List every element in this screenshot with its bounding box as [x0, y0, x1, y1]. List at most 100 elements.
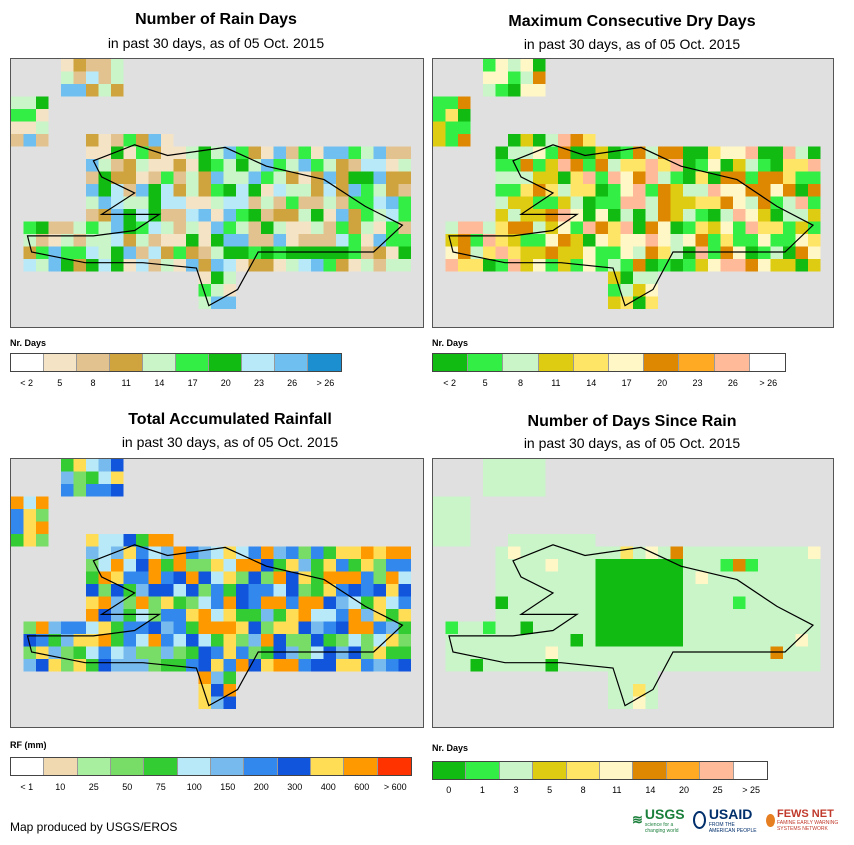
grid-cell: [483, 459, 496, 472]
grid-cell: [223, 646, 236, 659]
grid-cell: [323, 659, 336, 672]
grid-cell: [583, 196, 596, 209]
grid-cell: [173, 171, 186, 184]
grid-cell: [148, 646, 161, 659]
grid-cell: [61, 646, 74, 659]
grid-cell: [173, 559, 186, 572]
grid-cell: [583, 621, 596, 634]
grid-cell: [720, 146, 733, 159]
grid-cell: [795, 646, 808, 659]
legend-swatch: [143, 354, 176, 371]
grid-cell: [783, 146, 796, 159]
grid-cell: [595, 584, 608, 597]
grid-cell: [211, 684, 224, 697]
grid-cell: [495, 171, 508, 184]
grid-cell: [348, 184, 361, 197]
grid-cell: [558, 659, 571, 672]
grid-cell: [670, 546, 683, 559]
fews-logo-text: FEWS NET: [776, 808, 834, 820]
grid-cell: [86, 646, 99, 659]
legend-swatch: [573, 354, 610, 371]
grid-cell: [683, 234, 696, 247]
grid-cell: [223, 609, 236, 622]
usgs-logo-text: USGS: [644, 806, 685, 822]
grid-cell: [323, 546, 336, 559]
grid-cell: [361, 259, 374, 272]
grid-cell: [211, 596, 224, 609]
grid-cell: [273, 634, 286, 647]
grid-cell: [136, 659, 149, 672]
grid-cell: [570, 184, 583, 197]
grid-cell: [111, 159, 124, 172]
grid-cell: [583, 134, 596, 147]
grid-cell: [483, 71, 496, 84]
grid-cell: [336, 634, 349, 647]
legend-swatch: [277, 758, 311, 775]
grid-cell: [161, 209, 174, 222]
grid-cell: [136, 534, 149, 547]
grid-cell: [745, 171, 758, 184]
grid-cell: [361, 146, 374, 159]
grid-cell: [445, 96, 458, 109]
usaid-seal-icon: [692, 811, 706, 829]
grid-cell: [23, 509, 36, 522]
grid-cell: [373, 159, 386, 172]
grid-cell: [545, 546, 558, 559]
grid-cell: [608, 284, 621, 297]
coastline: [26, 544, 404, 707]
grid-cell: [645, 671, 658, 684]
grid-cell: [670, 221, 683, 234]
grid-cell: [483, 59, 496, 72]
grid-cell: [770, 184, 783, 197]
grid-cell: [583, 596, 596, 609]
grid-cell: [336, 209, 349, 222]
grid-cell: [173, 546, 186, 559]
grid-cell: [620, 209, 633, 222]
grid-cell: [708, 659, 721, 672]
grid-cell: [186, 209, 199, 222]
grid-cell: [770, 571, 783, 584]
grid-cell: [533, 71, 546, 84]
grid-cell: [336, 559, 349, 572]
legend-swatch: [308, 354, 341, 371]
grid-cell: [398, 584, 411, 597]
grid-cell: [373, 234, 386, 247]
grid-cell: [770, 559, 783, 572]
grid-cell: [173, 584, 186, 597]
grid-cell: [23, 646, 36, 659]
grid-cell: [198, 196, 211, 209]
grid-cell: [111, 471, 124, 484]
grid-cell: [223, 584, 236, 597]
grid-cell: [136, 584, 149, 597]
grid-cell: [808, 196, 821, 209]
grid-cell: [570, 221, 583, 234]
grid-cell: [508, 659, 521, 672]
grid-cell: [445, 646, 458, 659]
grid-cell: [398, 234, 411, 247]
grid-cell: [458, 534, 471, 547]
grid-cell: [795, 571, 808, 584]
grid-cell: [758, 209, 771, 222]
usgs-logo: ≋ USGS science for a changing world: [632, 806, 685, 834]
grid-cell: [495, 459, 508, 472]
grid-cell: [633, 609, 646, 622]
grid-cell: [733, 246, 746, 259]
grid-cell: [323, 609, 336, 622]
grid-cell: [161, 621, 174, 634]
grid-cell: [98, 621, 111, 634]
grid-cell: [86, 471, 99, 484]
grid-cell: [483, 659, 496, 672]
grid-cell: [595, 221, 608, 234]
grid-cell: [545, 259, 558, 272]
grid-cell: [758, 234, 771, 247]
grid-cell: [770, 546, 783, 559]
grid-cell: [683, 571, 696, 584]
grid-cell: [386, 171, 399, 184]
grid-cell: [61, 471, 74, 484]
grid-cell: [708, 546, 721, 559]
grid-cell: [323, 584, 336, 597]
grid-cell: [533, 571, 546, 584]
legend-label: 23: [692, 378, 703, 388]
legend-label: 8: [517, 378, 524, 388]
grid-cell: [533, 59, 546, 72]
